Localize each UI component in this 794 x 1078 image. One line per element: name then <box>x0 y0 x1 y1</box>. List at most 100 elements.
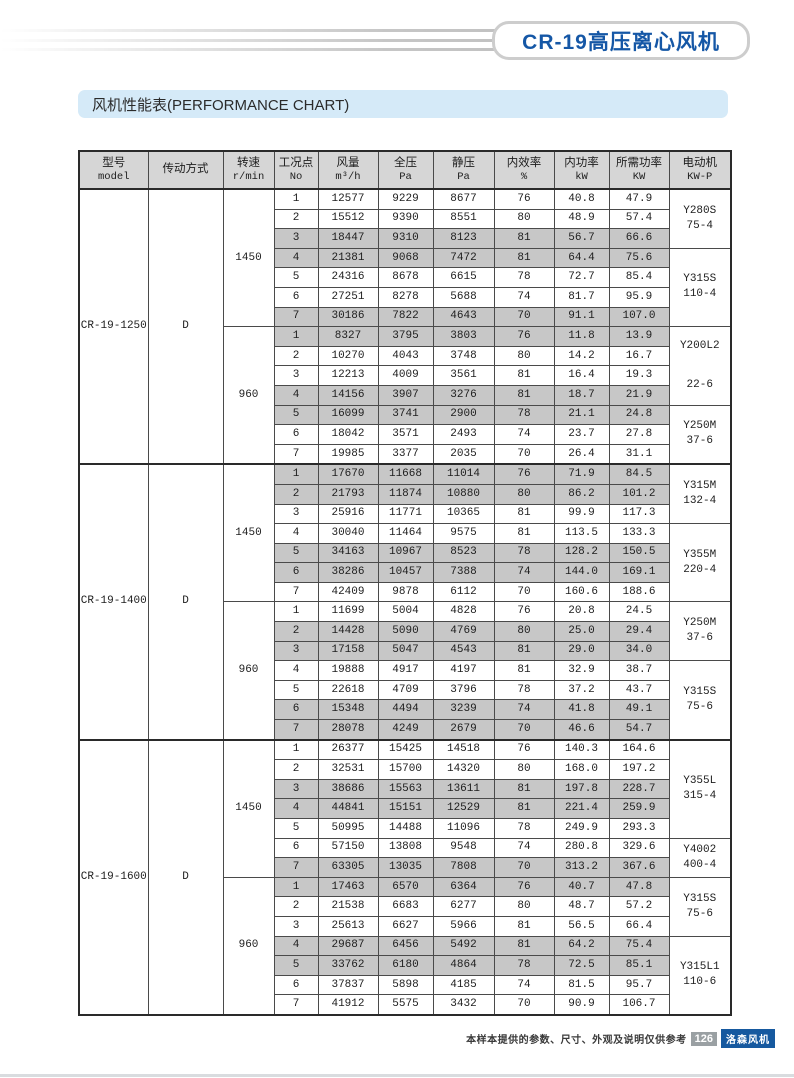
cell-flow: 30186 <box>317 306 379 328</box>
cell-total-pressure: 9068 <box>377 247 434 269</box>
cell-efficiency: 70 <box>493 994 555 1016</box>
cell-static-pressure: 14320 <box>432 759 495 780</box>
cell-no: 3 <box>273 503 319 525</box>
cell-internal-power: 81.5 <box>553 974 610 996</box>
cell-efficiency: 74 <box>493 837 555 859</box>
table-row: 5 24316 8678 6615 78 72.7 85.4 <box>79 267 731 288</box>
table-row: 4 30040 11464 9575 81 113.5 133.3 Y355M 220-4 <box>79 523 732 603</box>
table-row: 7 41912 5575 3432 70 90.9 106.7 <box>79 994 731 1016</box>
cell-total-pressure: 4009 <box>377 365 434 386</box>
cell-efficiency: 76 <box>493 738 555 761</box>
cell-no: 6 <box>273 699 319 721</box>
col-header-motor: 电动机 KW-P <box>668 150 732 190</box>
cell-static-pressure: 3561 <box>432 365 495 386</box>
motor-cell: Y315M 132-4 <box>668 463 732 525</box>
cell-efficiency: 81 <box>493 365 555 386</box>
cell-static-pressure: 6112 <box>432 581 495 603</box>
cell-static-pressure: 8123 <box>432 228 495 249</box>
cell-total-pressure: 11771 <box>377 503 434 525</box>
table-header-row: 型号 model 传动方式 转速 r/min 工况点 No 风量 m³/h 全压 Pa 静压 Pa 内效率… <box>78 150 732 190</box>
cell-flow: 28078 <box>317 719 379 741</box>
cell-flow: 33762 <box>317 955 379 976</box>
cell-efficiency: 80 <box>493 759 555 780</box>
cell-internal-power: 21.1 <box>553 404 610 426</box>
table-row: 6 15348 4494 3239 74 41.8 49.1 <box>79 699 731 721</box>
cell-internal-power: 168.0 <box>553 759 610 780</box>
cell-flow: 37837 <box>317 974 379 996</box>
cell-static-pressure: 7808 <box>432 857 495 878</box>
cell-internal-power: 41.8 <box>553 699 610 721</box>
cell-efficiency: 81 <box>493 915 555 937</box>
cell-efficiency: 78 <box>493 267 555 288</box>
cell-required-power: 228.7 <box>608 778 670 800</box>
cell-static-pressure: 8677 <box>432 187 495 210</box>
cell-internal-power: 48.9 <box>553 208 610 230</box>
cell-no: 2 <box>273 208 319 230</box>
cell-static-pressure: 4543 <box>432 640 495 662</box>
cell-internal-power: 14.2 <box>553 345 610 367</box>
cell-total-pressure: 4494 <box>377 699 434 721</box>
cell-static-pressure: 5966 <box>432 915 495 937</box>
cell-no: 7 <box>273 306 319 328</box>
table-row: 3 38686 15563 13611 81 197.8 228.7 <box>79 778 731 800</box>
cell-efficiency: 78 <box>493 679 555 701</box>
cell-efficiency: 81 <box>493 523 555 544</box>
cell-static-pressure: 14518 <box>432 738 495 761</box>
table-row: 2 21538 6683 6277 80 48.7 57.2 <box>79 896 731 917</box>
cell-internal-power: 86.2 <box>553 483 610 505</box>
cell-required-power: 29.4 <box>608 621 670 642</box>
cell-static-pressure: 9575 <box>432 523 495 544</box>
cell-no: 4 <box>273 384 319 406</box>
cell-flow: 25916 <box>317 503 379 525</box>
motor-cell: Y315L1 110-6 <box>668 935 732 1016</box>
cell-no: 3 <box>273 228 319 249</box>
cell-static-pressure: 3803 <box>432 326 495 347</box>
cell-no: 1 <box>273 738 319 761</box>
cell-efficiency: 74 <box>493 699 555 721</box>
cell-no: 2 <box>273 759 319 780</box>
cell-internal-power: 113.5 <box>553 523 610 544</box>
cell-efficiency: 70 <box>493 443 555 465</box>
cell-static-pressure: 8523 <box>432 542 495 564</box>
cell-flow: 19985 <box>317 443 379 465</box>
cell-flow: 63305 <box>317 857 379 878</box>
cell-efficiency: 80 <box>493 621 555 642</box>
cell-internal-power: 18.7 <box>553 384 610 406</box>
cell-flow: 29687 <box>317 935 379 957</box>
motor-cell: Y250M 37-6 <box>668 404 732 465</box>
cell-static-pressure: 3748 <box>432 345 495 367</box>
decor-stripe <box>0 48 496 51</box>
motor-cell: Y200L2 22-6 <box>668 326 732 406</box>
cell-no: 3 <box>273 915 319 937</box>
cell-internal-power: 71.9 <box>553 463 610 485</box>
cell-efficiency: 78 <box>493 542 555 564</box>
cell-no: 7 <box>273 857 319 878</box>
cell-flow: 17670 <box>317 463 379 485</box>
cell-total-pressure: 15700 <box>377 759 434 780</box>
cell-no: 3 <box>273 365 319 386</box>
table-row: 5 16099 3741 2900 78 21.1 24.8 Y250M 37-6 <box>79 404 732 465</box>
cell-required-power: 164.6 <box>608 738 670 761</box>
cell-total-pressure: 13035 <box>377 857 434 878</box>
cell-no: 2 <box>273 896 319 917</box>
cell-rpm: 1450 <box>222 188 275 328</box>
section-title: 风机性能表(PERFORMANCE CHART) <box>92 96 350 114</box>
cell-total-pressure: 3907 <box>377 384 434 406</box>
cell-flow: 16099 <box>317 404 379 426</box>
cell-total-pressure: 3795 <box>377 326 434 347</box>
cell-total-pressure: 11874 <box>377 483 434 505</box>
cell-efficiency: 80 <box>493 483 555 505</box>
cell-efficiency: 78 <box>493 404 555 426</box>
cell-required-power: 106.7 <box>608 994 670 1016</box>
cell-internal-power: 144.0 <box>553 562 610 583</box>
cell-total-pressure: 3571 <box>377 424 434 445</box>
cell-no: 7 <box>273 994 319 1016</box>
col-header-model: 型号 model <box>78 150 149 190</box>
cell-total-pressure: 4709 <box>377 679 434 701</box>
cell-no: 1 <box>273 876 319 898</box>
cell-total-pressure: 8278 <box>377 286 434 308</box>
cell-flow: 57150 <box>317 837 379 859</box>
cell-required-power: 21.9 <box>608 384 670 406</box>
cell-no: 7 <box>273 581 319 603</box>
cell-internal-power: 280.8 <box>553 837 610 859</box>
